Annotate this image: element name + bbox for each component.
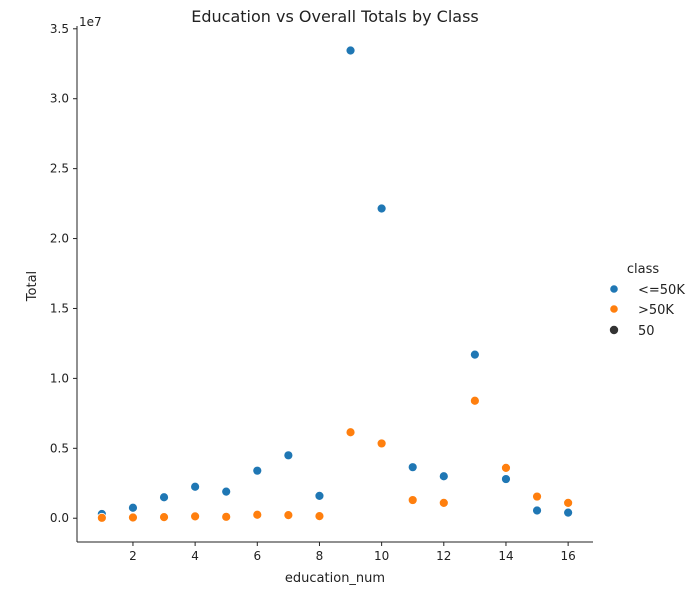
- legend: class <=50K >50K 50: [609, 262, 685, 339]
- x-tick-label: 14: [498, 549, 513, 563]
- x-tick-label: 10: [374, 549, 389, 563]
- legend-label-le50k: <=50K: [638, 283, 685, 298]
- data-point-le50k: [469, 349, 480, 360]
- x-tick-label: 8: [316, 549, 324, 563]
- x-tick-label: 4: [191, 549, 199, 563]
- data-point-le50k: [438, 471, 449, 482]
- x-axis-label: education_num: [285, 571, 385, 586]
- data-point-le50k: [159, 492, 169, 503]
- legend-marker-gt50k: [609, 304, 619, 314]
- y-tick-label: 0.0: [50, 511, 69, 525]
- y-tick-label: 3.0: [50, 92, 69, 106]
- data-point-le50k: [190, 481, 201, 492]
- data-point-le50k: [563, 507, 574, 518]
- data-point-le50k: [128, 502, 138, 513]
- legend-label-size: 50: [638, 324, 655, 339]
- data-point-gt50k: [469, 395, 480, 406]
- data-point-le50k: [376, 203, 387, 214]
- data-point-le50k: [283, 450, 294, 461]
- legend-label-gt50k: >50K: [638, 303, 674, 318]
- x-tick-label: 2: [129, 549, 137, 563]
- data-point-gt50k: [376, 438, 387, 449]
- data-point-gt50k: [532, 491, 542, 502]
- y-tick-label: 2.0: [50, 232, 69, 246]
- data-point-gt50k: [438, 497, 449, 508]
- y-tick-label: 1.5: [50, 301, 69, 315]
- data-point-gt50k: [501, 462, 511, 473]
- legend-marker-le50k: [609, 284, 619, 294]
- x-tick-label: 12: [436, 549, 451, 563]
- data-point-gt50k: [283, 510, 294, 521]
- legend-title: class: [627, 262, 659, 277]
- data-point-le50k: [532, 505, 542, 516]
- data-point-le50k: [314, 490, 325, 501]
- plot-area: [96, 45, 574, 523]
- y-axis-label: Total: [25, 271, 40, 302]
- data-point-le50k: [345, 45, 356, 56]
- x-tick-label: 6: [253, 549, 261, 563]
- data-point-le50k: [252, 465, 263, 476]
- chart-title: Education vs Overall Totals by Class: [191, 7, 479, 26]
- data-point-gt50k: [96, 512, 107, 523]
- data-point-gt50k: [314, 511, 325, 522]
- data-point-le50k: [501, 474, 511, 484]
- data-point-gt50k: [159, 512, 169, 523]
- legend-marker-size: [609, 325, 619, 335]
- data-point-gt50k: [345, 427, 356, 438]
- data-point-le50k: [407, 462, 418, 473]
- x-axis-ticks: 2 4 6 8 10 12 14 16: [129, 542, 576, 563]
- y-tick-label: 3.5: [50, 22, 69, 36]
- data-point-gt50k: [563, 497, 574, 508]
- data-point-gt50k: [128, 512, 138, 523]
- y-axis-multiplier: 1e7: [79, 15, 102, 29]
- data-point-le50k: [221, 486, 232, 497]
- y-axis-ticks: 0.0 0.5 1.0 1.5 2.0 2.5 3.0 3.5: [50, 22, 77, 525]
- y-tick-label: 2.5: [50, 162, 69, 176]
- data-point-gt50k: [190, 511, 201, 522]
- y-tick-label: 1.0: [50, 371, 69, 385]
- data-point-gt50k: [252, 509, 263, 520]
- data-point-gt50k: [221, 511, 232, 522]
- x-tick-label: 16: [560, 549, 575, 563]
- y-tick-label: 0.5: [50, 441, 69, 455]
- data-point-gt50k: [407, 495, 418, 505]
